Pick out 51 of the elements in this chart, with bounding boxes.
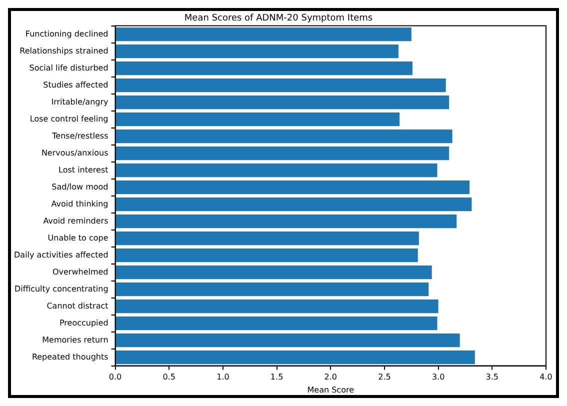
chart-title: Mean Scores of ADNM-20 Symptom Items: [184, 14, 373, 24]
x-tick-label: 2.5: [378, 372, 391, 382]
y-tick-label: Relationships strained: [20, 46, 108, 56]
x-tick-label: 3.5: [486, 372, 499, 382]
bar: [116, 28, 412, 42]
x-axis-title: Mean Score: [307, 385, 354, 394]
bar: [116, 112, 400, 126]
bar: [116, 164, 438, 178]
y-tick-label: Difficulty concentrating: [14, 284, 108, 294]
y-tick-label: Social life disturbed: [29, 63, 108, 72]
y-tick-label: Studies affected: [43, 80, 108, 90]
bar: [116, 146, 450, 160]
bar: [116, 232, 419, 246]
x-tick-label: 4.0: [540, 372, 552, 382]
y-tick-label: Sad/low mood: [52, 182, 108, 192]
y-tick-label: Overwhelmed: [52, 267, 108, 276]
bar: [116, 96, 450, 110]
bar: [116, 198, 472, 212]
bar: [116, 214, 457, 228]
bar: [116, 282, 429, 296]
bar: [116, 248, 418, 262]
y-tick-label: Lost interest: [58, 165, 108, 174]
y-tick-label: Memories return: [42, 335, 108, 344]
y-tick-label: Repeated thoughts: [32, 352, 108, 362]
bar: [116, 334, 460, 348]
y-tick-label: Functioning declined: [25, 29, 108, 38]
y-tick-label: Cannot distract: [46, 301, 108, 310]
x-tick-label: 1.5: [270, 372, 284, 382]
x-tick-label: 0.0: [108, 372, 122, 382]
bar: [116, 180, 470, 194]
x-tick-label: 2.0: [324, 372, 337, 382]
y-tick-label: Tense/restless: [51, 131, 108, 140]
y-tick-label: Nervous/anxious: [41, 148, 108, 158]
y-tick-label: Irritable/angry: [51, 97, 109, 106]
y-tick-label: Lose control feeling: [30, 114, 108, 124]
bar: [116, 316, 438, 330]
y-tick-label: Daily activities affected: [14, 250, 108, 260]
x-tick-label: 1.0: [216, 372, 230, 382]
bar: [116, 266, 432, 280]
bar: [116, 130, 452, 144]
y-tick-label: Preoccupied: [59, 318, 108, 328]
y-tick-label: Avoid thinking: [51, 199, 108, 208]
bar: [116, 350, 475, 364]
y-tick-label: Avoid reminders: [43, 216, 108, 226]
bar: [116, 62, 412, 76]
bar: [116, 78, 446, 92]
bar: [116, 44, 398, 58]
bar: [116, 300, 438, 314]
x-tick-label: 0.5: [162, 372, 176, 382]
y-tick-label: Unable to cope: [48, 233, 108, 242]
x-tick-label: 3.0: [432, 372, 445, 382]
